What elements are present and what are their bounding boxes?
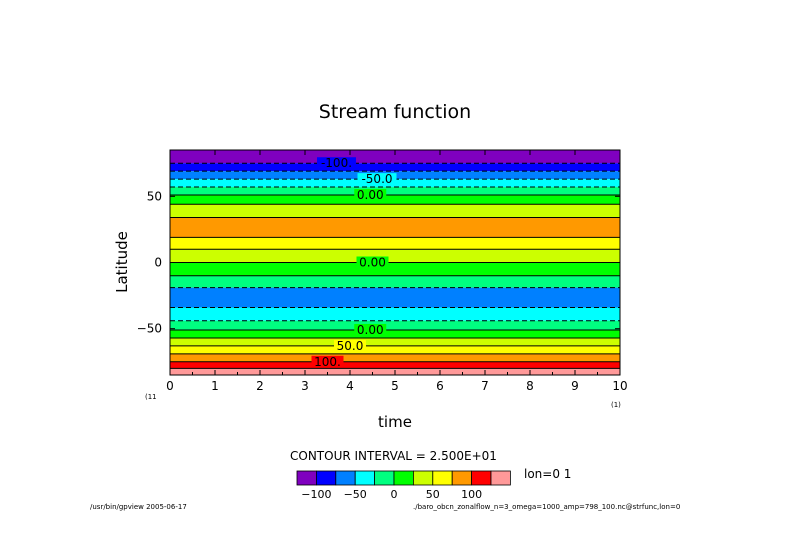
heatmap-band-22 xyxy=(170,217,620,238)
x-tick-label-5: 5 xyxy=(391,379,399,393)
contour-label-bg-5 xyxy=(334,339,366,351)
x-tick-label-9: 9 xyxy=(571,379,579,393)
contour-label-2: 0.00 xyxy=(357,188,384,202)
heatmap-band-18 xyxy=(170,345,620,354)
colorbar-swatch-5 xyxy=(393,470,414,486)
heatmap-band-1 xyxy=(170,163,620,172)
x-tick-label-10: 10 xyxy=(612,379,627,393)
heatmap-band-20 xyxy=(170,361,620,369)
contour-label-bg-2 xyxy=(354,189,387,200)
x-tick-label-1: 1 xyxy=(211,379,219,393)
contour-label-6: 100. xyxy=(314,355,341,369)
colorbar-swatch-1 xyxy=(315,470,337,486)
heatmap-band-9 xyxy=(170,237,620,250)
colorbar-swatch-4 xyxy=(374,470,395,486)
heatmap-band-12 xyxy=(170,275,620,288)
contour-label-1: -50.0 xyxy=(361,172,392,186)
contour-label-0: -100. xyxy=(321,156,352,170)
heatmap-band-10 xyxy=(170,249,620,263)
y-tick-label-0: 50 xyxy=(147,189,162,203)
contour-label-5: 50.0 xyxy=(337,339,364,353)
contour-label-bg-4 xyxy=(354,324,387,335)
colorbar-tick-label-2: 0 xyxy=(391,488,398,501)
y-axis-ticks: 50 0 −50 xyxy=(137,189,620,336)
heatmap-band-0 xyxy=(170,150,620,164)
contour-label-bg-3 xyxy=(356,256,389,268)
colorbar-swatch-7 xyxy=(432,470,453,486)
contour-label-3: 0.00 xyxy=(359,256,386,270)
x-tick-label-2: 2 xyxy=(256,379,264,393)
contour-interval-text: CONTOUR INTERVAL = 2.500E+01 xyxy=(290,449,497,463)
x-index-right: (1) xyxy=(611,401,621,409)
heatmap-band-17 xyxy=(170,337,620,346)
heatmap-band-16 xyxy=(170,330,620,338)
heatmap-band-5 xyxy=(170,195,620,205)
colorbar-swatch-2 xyxy=(335,470,356,486)
heatmap-band-6 xyxy=(170,204,620,218)
contour-labels: -100. -50.0 0.00 0.00 0.00 50.0 100. xyxy=(311,156,397,369)
heatmap-band-15 xyxy=(170,320,620,330)
chart-title: Stream function xyxy=(319,101,471,123)
heatmap-band-4 xyxy=(170,187,620,195)
colorbar-swatch-10 xyxy=(490,470,511,486)
y-tick-label-1: 0 xyxy=(154,256,162,270)
colorbar-tick-label-1: −50 xyxy=(344,488,367,501)
colorbar-tick-label-4: 100 xyxy=(461,488,482,501)
contour-label-bg-6 xyxy=(311,355,344,367)
colorbar-swatch-8 xyxy=(451,470,473,486)
x-tick-label-3: 3 xyxy=(301,379,309,393)
colorbar-swatch-9 xyxy=(471,470,492,486)
x-axis-ticks: 0 1 2 3 4 5 6 7 8 9 10 xyxy=(166,150,628,393)
heatmap-band-19 xyxy=(170,353,620,362)
colorbar-swatch-0 xyxy=(296,470,317,486)
footer-right: ./baro_obcn_zonalflow_n=3_omega=1000_amp… xyxy=(413,503,680,511)
colorbar-swatch-6 xyxy=(412,470,434,486)
colorbar-tick-labels: −100 −50 0 50 100 xyxy=(301,488,482,501)
x-tick-label-8: 8 xyxy=(526,379,534,393)
x-tick-label-6: 6 xyxy=(436,379,444,393)
x-index-left: (11 xyxy=(145,393,157,401)
contour-label-4: 0.00 xyxy=(357,323,384,337)
heatmap-band-11 xyxy=(170,262,620,276)
colorbar-swatch-3 xyxy=(354,470,376,486)
colorbar-tick-label-3: 50 xyxy=(426,488,440,501)
x-tick-label-0: 0 xyxy=(166,379,174,393)
contour-lines xyxy=(170,162,620,369)
contour-label-bg-1 xyxy=(357,173,397,185)
x-tick-label-4: 4 xyxy=(346,379,354,393)
colorbar xyxy=(296,470,511,486)
x-axis-label: time xyxy=(378,413,412,431)
y-tick-label-2: −50 xyxy=(137,322,162,336)
footer-left: /usr/bin/gpview 2005-06-17 xyxy=(90,503,187,511)
y-axis-label: Latitude xyxy=(113,231,131,293)
x-tick-label-7: 7 xyxy=(481,379,489,393)
slice-label: lon=0 1 xyxy=(524,467,571,481)
contour-label-bg-0 xyxy=(317,157,356,169)
heatmap-band-13 xyxy=(170,287,620,308)
heatmap-band-14 xyxy=(170,307,620,321)
colorbar-tick-label-0: −100 xyxy=(301,488,331,501)
